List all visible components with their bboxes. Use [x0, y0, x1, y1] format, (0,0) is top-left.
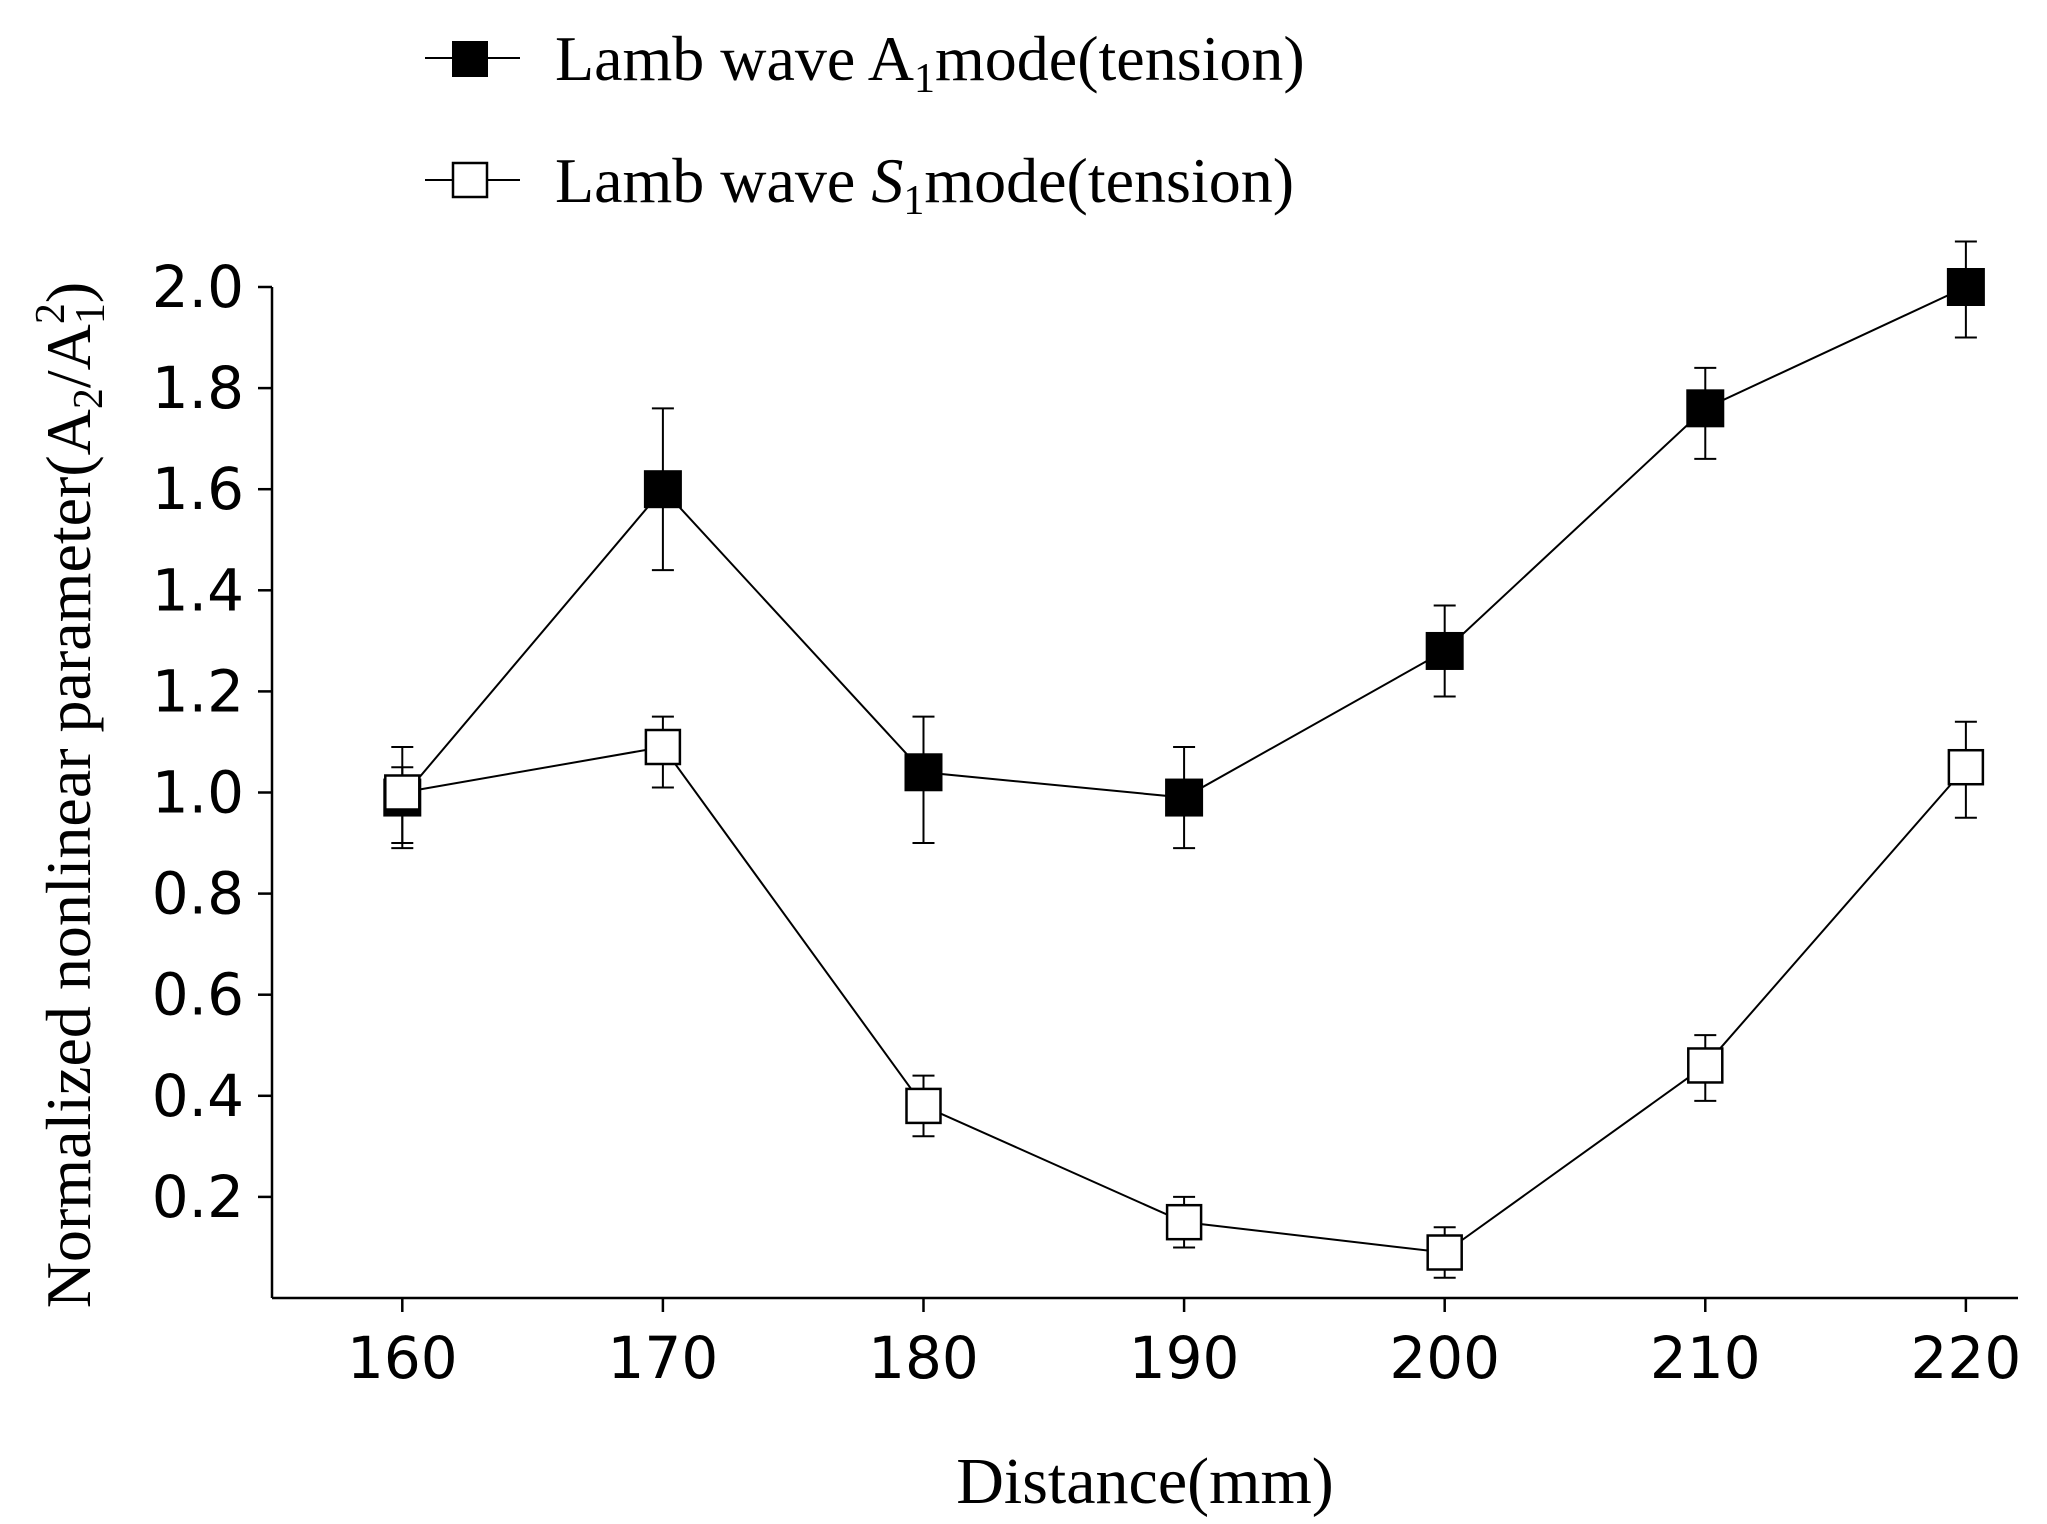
y-tick-label: 0.4 — [152, 1062, 244, 1130]
data-point — [643, 470, 682, 509]
series-a1 — [383, 240, 1985, 850]
y-tick-label: 0.6 — [152, 961, 244, 1029]
legend-label-s1: Lamb wave S1mode(tension) — [555, 145, 1294, 224]
y-tick-label: 1.0 — [152, 759, 244, 827]
data-point — [644, 728, 682, 766]
axes — [270, 287, 2018, 1300]
x-tick-label: 190 — [1129, 1324, 1240, 1392]
legend-marker-s1 — [451, 161, 489, 199]
y-tick-label: 1.6 — [152, 455, 244, 523]
y-axis-label: Normalized nonlinear parameter(A2/A21) — [28, 282, 114, 1308]
data-point — [1426, 1234, 1463, 1271]
x-tick-label: 180 — [868, 1324, 979, 1392]
series-s1 — [384, 715, 1985, 1279]
y-tick-label: 1.4 — [152, 556, 244, 624]
y-tick-label: 0.8 — [152, 860, 244, 928]
legend-entry-s1: Lamb wave S1mode(tension) — [425, 145, 1294, 224]
series-line — [401, 286, 1967, 799]
data-point — [1165, 778, 1204, 817]
x-tick-label: 210 — [1650, 1324, 1761, 1392]
legend-entry-a1: Lamb wave A1mode(tension) — [425, 23, 1305, 102]
data-point — [904, 753, 943, 792]
x-tick-label: 200 — [1389, 1324, 1500, 1392]
x-tick-label: 170 — [608, 1324, 719, 1392]
legend-label-a1: Lamb wave A1mode(tension) — [555, 23, 1305, 102]
x-tick-label: 160 — [347, 1324, 458, 1392]
y-ticks: 0.2 0.4 0.6 0.8 1.0 1.2 1.4 1.6 1.8 2.0 — [152, 253, 272, 1231]
data-point — [1165, 1203, 1203, 1241]
data-point — [1686, 389, 1725, 428]
data-point — [1947, 748, 1985, 786]
x-tick-label: 220 — [1911, 1324, 2022, 1392]
y-tick-label: 2.0 — [152, 253, 244, 321]
data-point — [1687, 1047, 1724, 1084]
y-tick-label: 0.2 — [152, 1163, 244, 1231]
data-point — [905, 1087, 942, 1125]
data-point — [384, 774, 421, 811]
legend: Lamb wave A1mode(tension) Lamb wave S1mo… — [425, 23, 1305, 224]
x-ticks: 160 170 180 190 200 210 220 — [347, 1298, 2021, 1392]
plot-area — [383, 240, 1985, 1279]
y-tick-label: 1.8 — [152, 354, 244, 422]
legend-marker-a1 — [452, 41, 488, 77]
data-point — [1425, 631, 1464, 670]
y-tick-label: 1.2 — [152, 657, 244, 725]
data-point — [1946, 268, 1985, 306]
x-axis-label: Distance(mm) — [956, 1445, 1334, 1518]
